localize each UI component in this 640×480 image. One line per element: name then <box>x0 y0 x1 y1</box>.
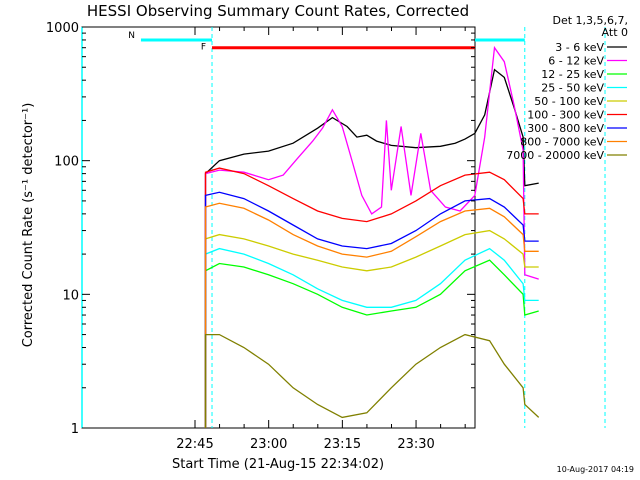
night-markers <box>81 27 606 428</box>
flag-label: F <box>201 43 206 53</box>
x-tick-label: 23:00 <box>250 437 287 452</box>
series-line <box>204 68 539 428</box>
series-lines <box>204 45 540 428</box>
legend-header: Det 1,3,5,6,7, <box>552 14 628 27</box>
series-line <box>204 247 539 428</box>
legend-entry-label: 800 - 7000 keV <box>520 136 604 149</box>
series-line <box>204 191 539 428</box>
legend-entry-label: 25 - 50 keV <box>541 82 604 95</box>
legend-entry-label: 7000 - 20000 keV <box>506 149 604 162</box>
legend-entry-label: 300 - 800 keV <box>527 122 604 135</box>
series-line <box>204 45 539 428</box>
footer-timestamp: 10-Aug-2017 04:19 <box>557 465 634 474</box>
chart-title: HESSI Observing Summary Count Rates, Cor… <box>87 2 469 20</box>
flag-label: N <box>128 31 135 41</box>
x-tick-label: 23:30 <box>397 437 434 452</box>
plot-frame <box>81 26 476 429</box>
y-tick-label: 1000 <box>46 21 79 36</box>
y-tick-label: 1 <box>71 422 79 437</box>
x-tick-label: 22:45 <box>176 437 213 452</box>
series-line <box>204 229 539 428</box>
flag-bars: FN <box>128 31 525 53</box>
y-tick-label: 10 <box>62 288 79 303</box>
y-axis-label: Corrected Count Rate (s⁻¹ detector⁻¹) <box>21 103 36 348</box>
series-line <box>204 333 540 428</box>
legend-entry-label: 50 - 100 keV <box>534 95 604 108</box>
legend-header: Att 0 <box>602 26 628 39</box>
plot-border <box>81 26 476 429</box>
legend-entry-label: 100 - 300 keV <box>527 109 604 122</box>
x-tick-label: 23:15 <box>324 437 361 452</box>
x-axis-ticks: 22:45 23:00 23:15 23:30 <box>176 27 466 452</box>
legend-entry-label: 3 - 6 keV <box>555 41 604 54</box>
series-line <box>204 202 539 428</box>
series-line <box>204 167 539 428</box>
series-line <box>204 259 539 428</box>
y-tick-label: 100 <box>54 155 79 170</box>
x-axis-label: Start Time (21-Aug-15 22:34:02) <box>172 457 384 472</box>
legend-entry-label: 6 - 12 keV <box>548 55 604 68</box>
legend-entry-label: 12 - 25 keV <box>541 68 604 81</box>
y-axis-ticks: 1 10 100 1000 <box>46 21 475 437</box>
